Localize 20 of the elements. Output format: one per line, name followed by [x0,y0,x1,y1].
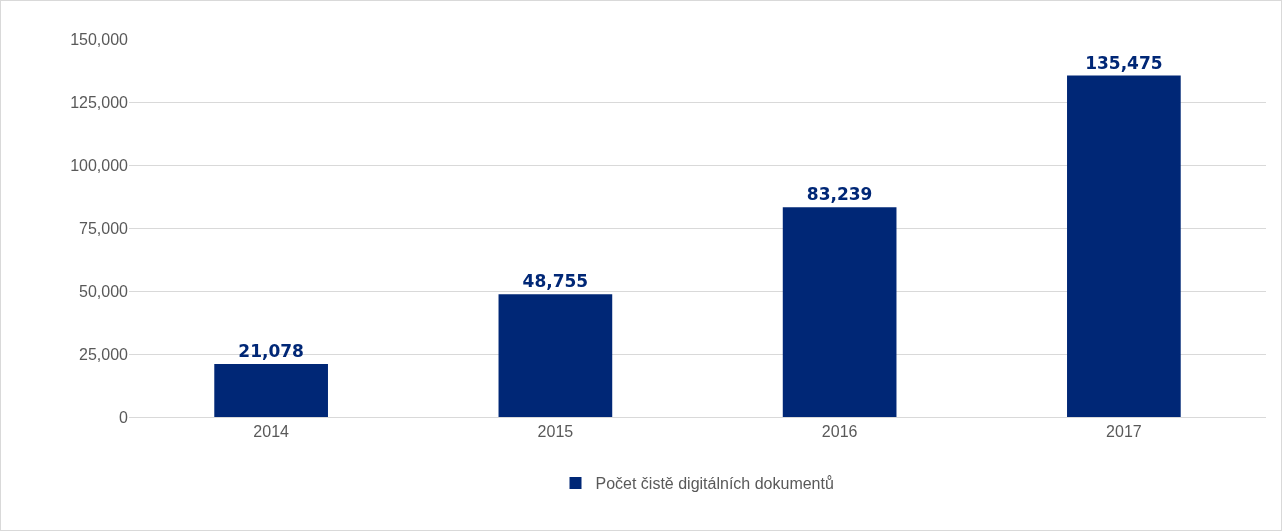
bar [782,207,897,417]
bar [498,294,613,417]
data-label: 48,755 [522,271,589,292]
x-tick-label: 2015 [537,423,574,441]
data-label: 135,475 [1085,52,1163,73]
data-label: 21,078 [238,340,304,361]
y-tick-label: 0 [119,408,129,426]
x-tick-label: 2017 [1106,423,1142,441]
y-tick-label: 100,000 [70,156,129,174]
y-tick-label: 25,000 [79,345,129,363]
x-tick-label: 2016 [821,423,858,441]
y-tick-label: 75,000 [79,219,129,237]
data-label: 83,239 [806,184,873,205]
y-tick-label: 150,000 [70,30,129,48]
x-tick-label: 2014 [253,423,290,441]
y-tick-label: 125,000 [70,93,129,111]
legend-label: Počet čistě digitálních dokumentů [595,475,834,493]
y-tick-label: 50,000 [79,282,129,300]
bar [214,363,328,417]
bar [1067,75,1181,417]
